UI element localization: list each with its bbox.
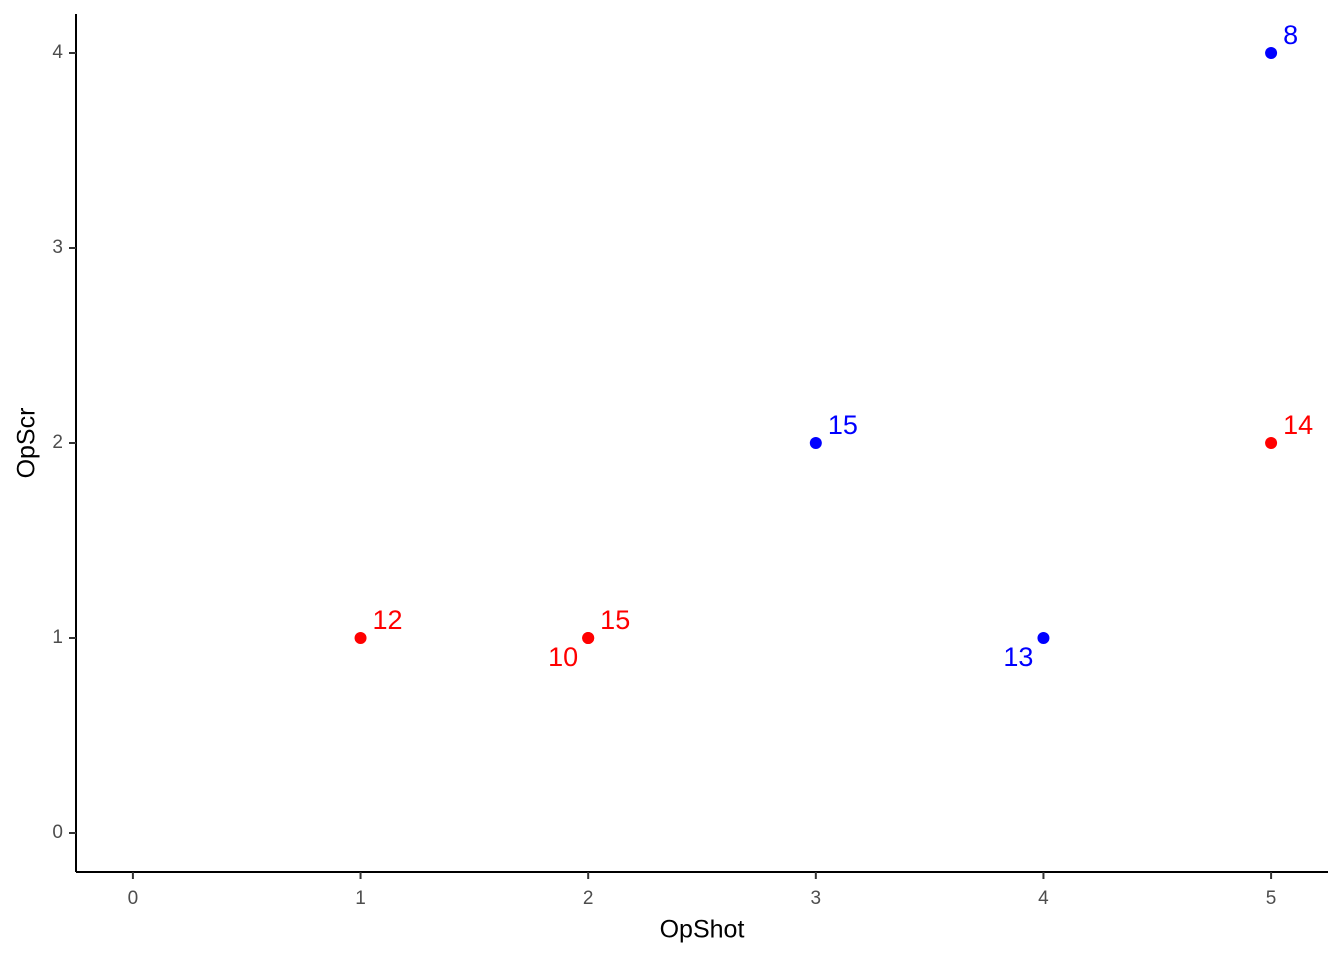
- point-label: 12: [373, 605, 403, 635]
- point: [809, 437, 822, 449]
- y-tick-label: 3: [52, 237, 63, 258]
- point-label: 15: [828, 410, 858, 440]
- point: [1265, 47, 1278, 59]
- point-label: 13: [1003, 642, 1033, 672]
- x-axis-title: OpShot: [660, 916, 745, 944]
- y-tick-label: 1: [52, 627, 63, 648]
- x-tick-label: 3: [811, 888, 822, 909]
- point-label: 14: [1283, 410, 1313, 440]
- x-tick-label: 1: [355, 888, 366, 909]
- point-label: 15: [600, 605, 630, 635]
- y-tick-label: 4: [52, 42, 63, 63]
- x-tick-label: 2: [583, 888, 594, 909]
- point: [1037, 632, 1050, 644]
- point: [1265, 437, 1278, 449]
- point: [582, 632, 595, 644]
- x-tick-label: 0: [128, 888, 139, 909]
- x-tick-label: 4: [1038, 888, 1049, 909]
- y-axis-title: OpScr: [13, 408, 41, 479]
- point-label: 8: [1283, 20, 1298, 50]
- x-tick-label: 5: [1266, 888, 1277, 909]
- point-label: 10: [548, 642, 578, 672]
- y-tick-label: 2: [52, 432, 63, 453]
- point: [354, 632, 367, 644]
- y-tick-label: 0: [52, 822, 63, 843]
